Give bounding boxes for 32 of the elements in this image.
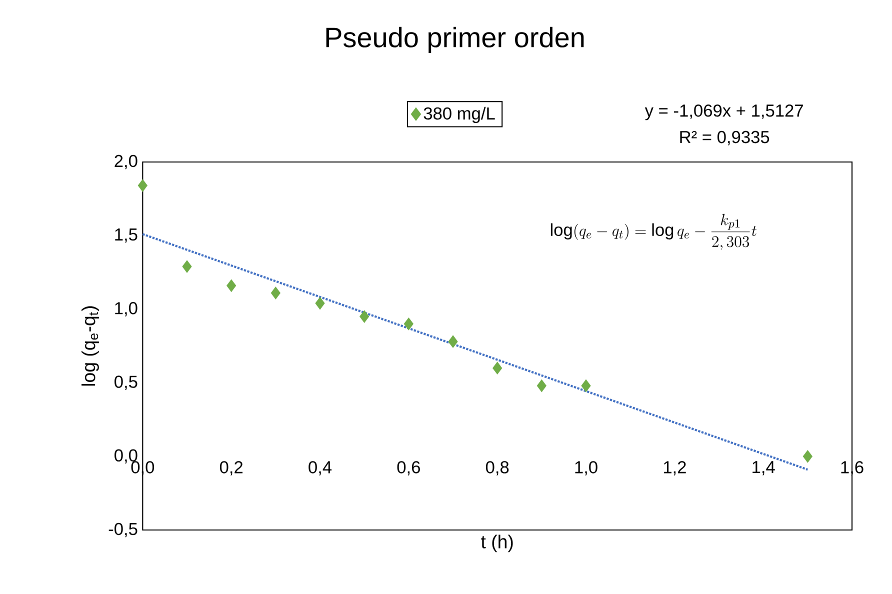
- point: [581, 379, 591, 392]
- y-tick-label: 0,0: [114, 449, 138, 464]
- point: [315, 297, 325, 310]
- chart-title: Pseudo primer orden: [326, 26, 584, 53]
- y-axis-title: log (q$_{e}$-q$_{t}$): [82, 306, 99, 386]
- x-tick-label: 0,2: [220, 461, 243, 476]
- y-tick-label: 1,5: [115, 228, 138, 243]
- point: [182, 260, 192, 273]
- legend-label: 380 mg/L: [424, 106, 495, 124]
- text: y = -1,069x + 1,5127: [644, 104, 803, 120]
- x-tick-label: 1,2: [664, 461, 686, 476]
- y-tick-label: 2,0: [114, 154, 138, 170]
- annotation: $\log(q_e - q_t) = \log q_e - \frac{k_{p1}}{2,303} t$: [550, 214, 757, 250]
- x-tick-label: 0,4: [308, 461, 332, 476]
- x-tick-label: 1,0: [575, 461, 598, 476]
- x-tick-label: 0,8: [486, 461, 509, 476]
- x-tick-label: 1,4: [752, 461, 775, 476]
- point: [226, 279, 236, 292]
- x-tick-label: 0,6: [397, 461, 420, 476]
- point: [536, 379, 546, 392]
- y-tick-label: 0,5: [114, 376, 138, 390]
- point: [492, 362, 502, 374]
- y-tick-label: 1,0: [115, 302, 138, 316]
- point: [802, 450, 812, 463]
- point: [404, 318, 414, 330]
- point: [270, 286, 280, 300]
- point: [360, 310, 370, 323]
- text: R² = 0,9335: [680, 130, 770, 146]
- point: [448, 335, 458, 348]
- point: [138, 179, 148, 192]
- y-tick-label: -0,5: [108, 522, 138, 538]
- x-axis-title: t (h): [481, 534, 513, 552]
